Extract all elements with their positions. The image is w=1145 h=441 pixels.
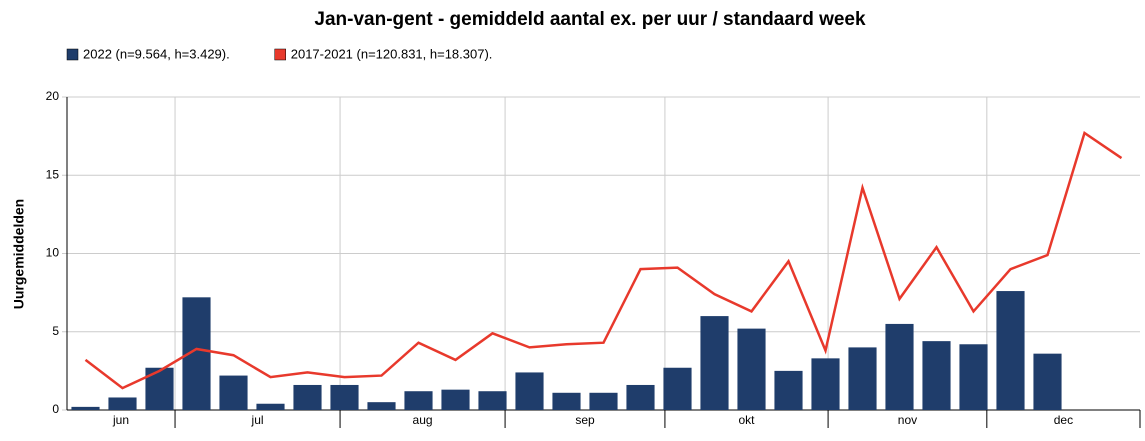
bar <box>256 403 285 410</box>
bar <box>848 347 877 410</box>
bar <box>811 358 840 410</box>
bar <box>663 367 692 410</box>
x-group-label: aug <box>413 413 433 427</box>
bar <box>478 391 507 410</box>
chart-title: Jan-van-gent - gemiddeld aantal ex. per … <box>314 9 866 30</box>
legend-label: 2022 (n=9.564, h=3.429). <box>83 46 230 61</box>
bar <box>108 397 137 410</box>
bar <box>404 391 433 410</box>
bar <box>626 384 655 410</box>
x-group-label: jul <box>251 413 264 427</box>
x-group-label: dec <box>1054 413 1073 427</box>
legend-swatch <box>66 48 79 61</box>
y-tick-label: 10 <box>46 246 60 260</box>
bar <box>1033 353 1062 410</box>
bar <box>700 316 729 410</box>
bar <box>330 384 359 410</box>
bar <box>737 328 766 410</box>
bar <box>589 392 618 410</box>
x-group-label: nov <box>898 413 917 427</box>
bar <box>922 341 951 410</box>
bar <box>219 375 248 410</box>
y-axis-label: Uurgemiddelden <box>11 199 27 309</box>
bar <box>441 389 470 410</box>
x-group-label: jun <box>112 413 129 427</box>
legend-swatch <box>274 48 286 61</box>
bar <box>367 402 396 410</box>
line <box>84 131 1123 390</box>
bar <box>959 344 988 410</box>
bar <box>996 291 1025 410</box>
y-tick-label: 15 <box>46 167 60 181</box>
bar <box>293 384 322 410</box>
bar <box>774 370 803 410</box>
y-tick-label: 20 <box>46 89 60 103</box>
x-group-label: sep <box>575 413 595 427</box>
bar <box>552 392 581 410</box>
y-tick-label: 5 <box>52 324 59 338</box>
y-tick-label: 0 <box>52 402 59 416</box>
legend-label: 2017-2021 (n=120.831, h=18.307). <box>291 46 493 61</box>
x-group-label: okt <box>738 413 755 427</box>
bar <box>71 406 100 410</box>
bar <box>515 372 544 410</box>
bar <box>885 323 914 410</box>
